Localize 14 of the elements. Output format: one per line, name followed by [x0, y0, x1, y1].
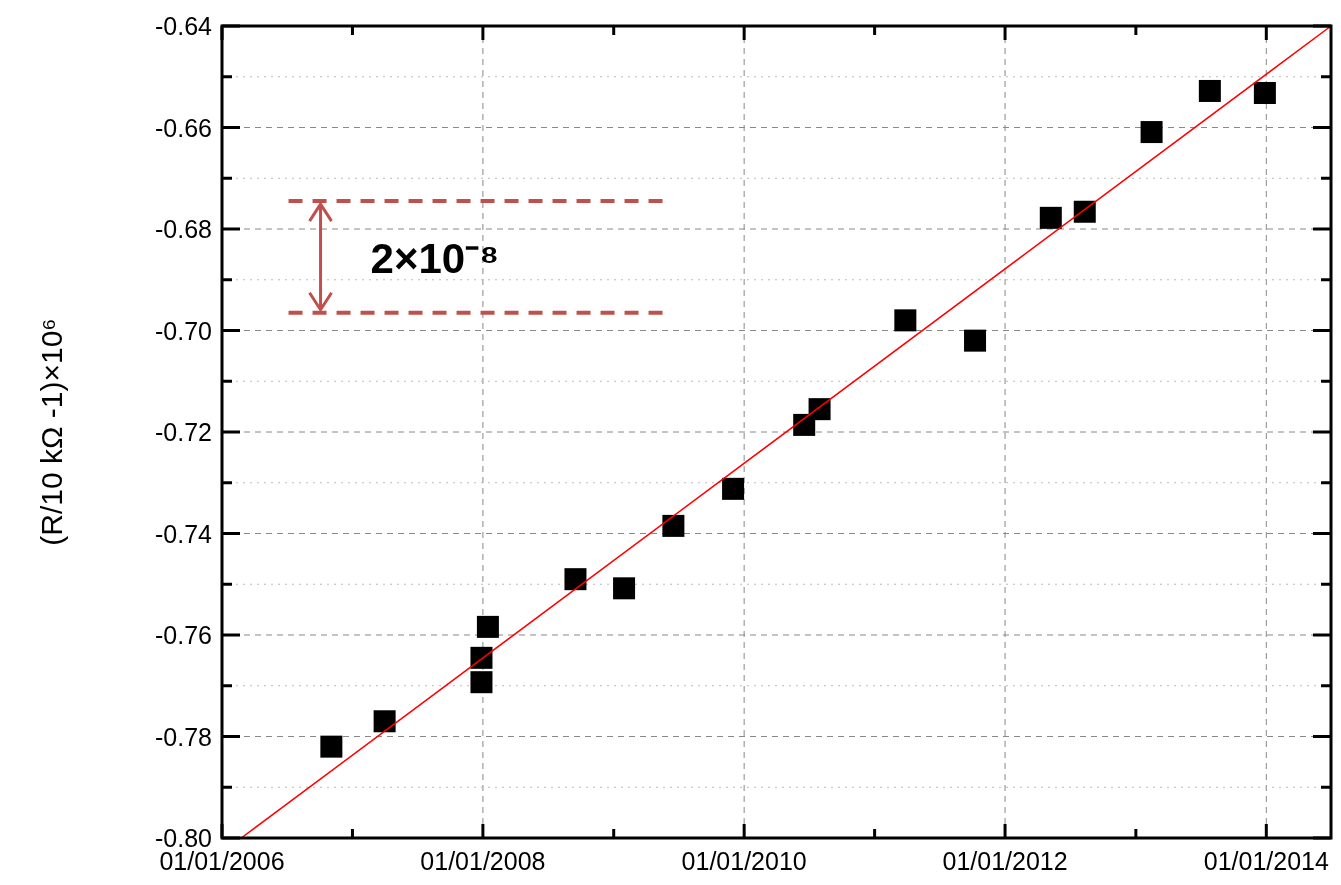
y-axis-title: (R/10 kΩ -1)×10⁶	[35, 318, 68, 546]
y-tick-label: -0.72	[155, 418, 212, 446]
y-tick-label: -0.70	[155, 316, 212, 345]
y-tick-label: -0.68	[155, 215, 212, 243]
y-tick-label: -0.64	[155, 12, 213, 40]
y-tick-label: -0.76	[155, 621, 212, 649]
x-tick-label: 01/01/2014	[1203, 847, 1329, 875]
x-tick-label: 01/01/2012	[942, 847, 1068, 875]
x-tick-label: 01/01/2008	[420, 847, 546, 875]
y-tick-label: -0.78	[155, 722, 212, 751]
x-tick-label: 01/01/2010	[681, 847, 807, 875]
annotation: 2×10⁻⁸	[370, 234, 500, 282]
y-tick-label: -0.74	[155, 519, 213, 548]
y-tick-label: -0.66	[155, 113, 212, 142]
